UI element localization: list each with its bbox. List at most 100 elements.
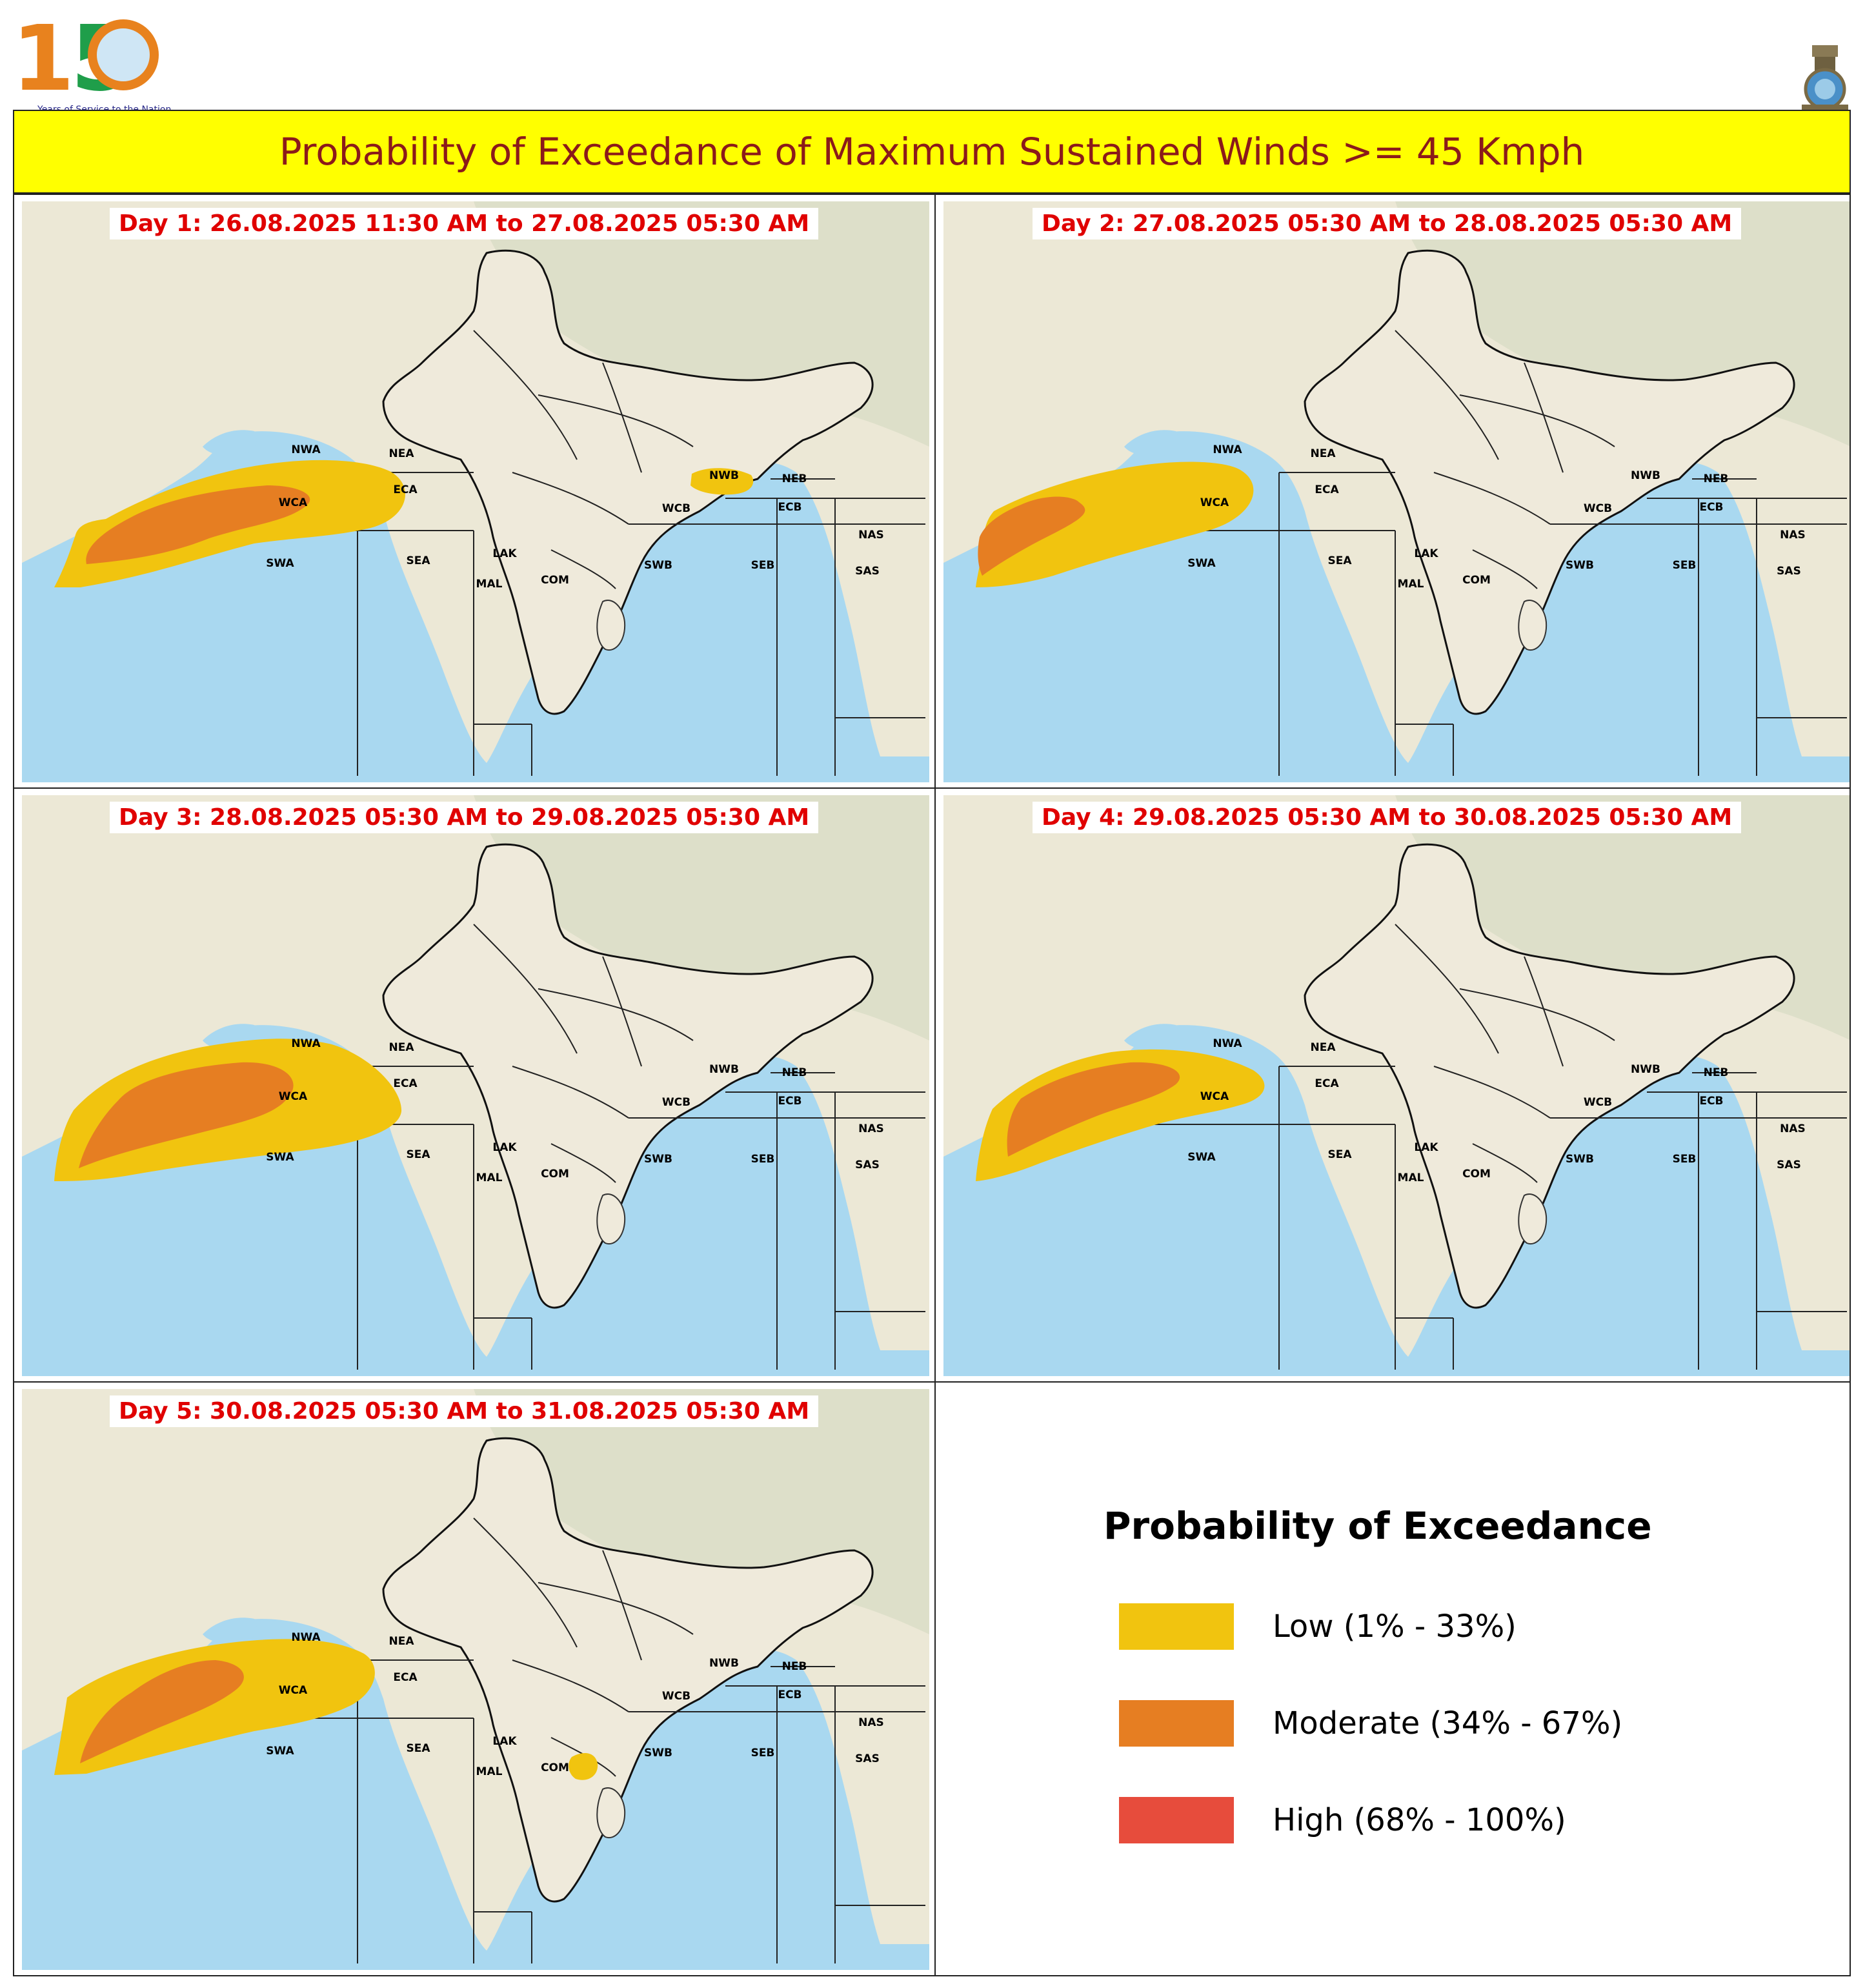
prob-area-low bbox=[976, 1049, 1265, 1181]
state-border bbox=[473, 330, 578, 460]
prob-area-moderate bbox=[978, 496, 1085, 576]
sea-region-boundaries bbox=[1118, 1066, 1847, 1370]
region-label-lak: LAK bbox=[492, 1141, 517, 1154]
region-label-lak: LAK bbox=[492, 1735, 517, 1748]
region-label-ecb: ECB bbox=[778, 501, 801, 514]
region-label-swb: SWB bbox=[1566, 1153, 1594, 1166]
region-label-sas: SAS bbox=[1777, 565, 1801, 578]
day-label: Day 1: 26.08.2025 11:30 AM to 27.08.2025… bbox=[110, 208, 819, 239]
region-label-lak: LAK bbox=[1414, 547, 1438, 560]
region-label-wcb: WCB bbox=[1584, 1096, 1612, 1109]
legend-title: Probability of Exceedance bbox=[1104, 1504, 1652, 1548]
day-label: Day 4: 29.08.2025 05:30 AM to 30.08.2025… bbox=[1033, 802, 1742, 833]
legend-swatch-high bbox=[1119, 1797, 1234, 1843]
region-label-seb: SEB bbox=[1673, 559, 1697, 572]
prob-area-moderate bbox=[79, 1062, 294, 1168]
prob-area-low bbox=[569, 1753, 598, 1780]
region-label-wca: WCA bbox=[1200, 1090, 1229, 1103]
region-label-com: COM bbox=[1462, 1168, 1491, 1181]
region-label-nas: NAS bbox=[1780, 1122, 1806, 1135]
region-label-nea: NEA bbox=[1311, 447, 1336, 460]
state-border bbox=[473, 1517, 578, 1648]
region-label-nwa: NWA bbox=[1213, 1037, 1242, 1050]
region-label-sea: SEA bbox=[1327, 554, 1352, 567]
region-label-nwb: NWB bbox=[709, 1657, 739, 1670]
map-panel-day-1: NWA NEA ECA WCA SWA SEA LAK MAL COM NWB NEB WCB ECB S… bbox=[13, 194, 936, 789]
region-label-sas: SAS bbox=[855, 1159, 880, 1172]
gulf-area bbox=[203, 430, 257, 456]
map-canvas-day-1: NWA NEA ECA WCA SWA SEA LAK MAL COM NWB NEB WCB ECB S… bbox=[22, 201, 929, 782]
region-label-nea: NEA bbox=[389, 447, 415, 460]
state-border bbox=[602, 956, 642, 1067]
region-label-sea: SEA bbox=[406, 1148, 430, 1161]
region-label-lak: LAK bbox=[492, 547, 517, 560]
region-label-nas: NAS bbox=[1780, 529, 1806, 542]
region-label-seb: SEB bbox=[751, 1153, 775, 1166]
region-label-wcb: WCB bbox=[662, 1096, 691, 1109]
region-label-neb: NEB bbox=[782, 1660, 807, 1673]
title-bar: Probability of Exceedance of Maximum Sus… bbox=[13, 110, 1851, 194]
national-emblem-icon bbox=[1802, 45, 1848, 110]
region-label-wca: WCA bbox=[279, 1090, 308, 1103]
region-label-sas: SAS bbox=[1777, 1159, 1801, 1172]
region-label-ecb: ECB bbox=[1699, 1095, 1723, 1108]
prob-area-low bbox=[54, 1639, 375, 1775]
region-label-nwa: NWA bbox=[291, 443, 321, 456]
region-label-eca: ECA bbox=[393, 483, 418, 496]
legend-item-low: Low (1% - 33%) bbox=[1119, 1603, 1517, 1650]
gulf-area bbox=[203, 1618, 257, 1644]
logo-digit-1: 1 bbox=[12, 6, 74, 112]
region-label-swb: SWB bbox=[644, 1153, 672, 1166]
region-label-eca: ECA bbox=[393, 1077, 418, 1090]
legend-label-moderate: Moderate (34% - 67%) bbox=[1273, 1705, 1623, 1741]
region-label-mal: MAL bbox=[1398, 578, 1424, 591]
imd-150-years-logo: 15 Years of Service to the Nation bbox=[12, 14, 171, 116]
region-label-swa: SWA bbox=[1187, 557, 1216, 570]
map-canvas-day-2: NWA NEA ECA WCA SWA SEA LAK MAL COM NWB NEB WCB ECB S… bbox=[943, 201, 1850, 782]
state-border bbox=[538, 394, 694, 447]
region-label-mal: MAL bbox=[476, 578, 503, 591]
legend-label-high: High (68% - 100%) bbox=[1273, 1802, 1566, 1838]
region-label-nwa: NWA bbox=[1213, 443, 1242, 456]
state-border bbox=[512, 1659, 629, 1712]
sri-lanka-outline bbox=[596, 600, 626, 651]
region-label-sas: SAS bbox=[855, 1752, 880, 1765]
page-title: Probability of Exceedance of Maximum Sus… bbox=[279, 130, 1585, 174]
state-border bbox=[538, 988, 694, 1041]
sri-lanka-outline bbox=[596, 1193, 626, 1245]
region-label-swa: SWA bbox=[266, 1745, 294, 1758]
region-label-neb: NEB bbox=[1704, 1066, 1729, 1079]
prob-area-low bbox=[976, 462, 1254, 587]
state-border bbox=[550, 1143, 616, 1183]
region-label-lak: LAK bbox=[1414, 1141, 1438, 1154]
map-panel-day-3: NWA NEA ECA WCA SWA SEA LAK MAL COM NWB NEB WCB ECB S… bbox=[13, 787, 936, 1383]
india-outline bbox=[382, 249, 874, 715]
region-label-nea: NEA bbox=[1311, 1041, 1336, 1054]
region-label-ecb: ECB bbox=[778, 1689, 801, 1701]
region-label-nwb: NWB bbox=[1631, 469, 1660, 482]
region-label-swb: SWB bbox=[644, 559, 672, 572]
state-border bbox=[512, 1066, 629, 1119]
day-label: Day 3: 28.08.2025 05:30 AM to 29.08.2025… bbox=[110, 802, 819, 833]
region-label-neb: NEB bbox=[1704, 472, 1729, 485]
region-label-sas: SAS bbox=[855, 565, 880, 578]
sri-lanka-outline bbox=[596, 1787, 626, 1839]
legend-swatch-low bbox=[1119, 1603, 1234, 1650]
sea-region-boundaries bbox=[196, 1659, 925, 1963]
state-border bbox=[1472, 1143, 1538, 1183]
region-label-seb: SEB bbox=[1673, 1153, 1697, 1166]
region-label-wcb: WCB bbox=[662, 1690, 691, 1703]
region-label-wcb: WCB bbox=[1584, 502, 1612, 515]
region-label-swb: SWB bbox=[644, 1747, 672, 1760]
region-label-sea: SEA bbox=[406, 1742, 430, 1755]
region-label-eca: ECA bbox=[1315, 1077, 1339, 1090]
region-label-nas: NAS bbox=[858, 1716, 884, 1729]
legend-label-low: Low (1% - 33%) bbox=[1273, 1608, 1517, 1645]
gulf-area bbox=[1124, 430, 1178, 456]
state-border bbox=[473, 924, 578, 1054]
region-label-wcb: WCB bbox=[662, 502, 691, 515]
region-label-wca: WCA bbox=[279, 496, 308, 509]
prob-area-low bbox=[691, 468, 754, 495]
legend-item-high: High (68% - 100%) bbox=[1119, 1797, 1566, 1843]
region-label-swa: SWA bbox=[266, 1151, 294, 1164]
